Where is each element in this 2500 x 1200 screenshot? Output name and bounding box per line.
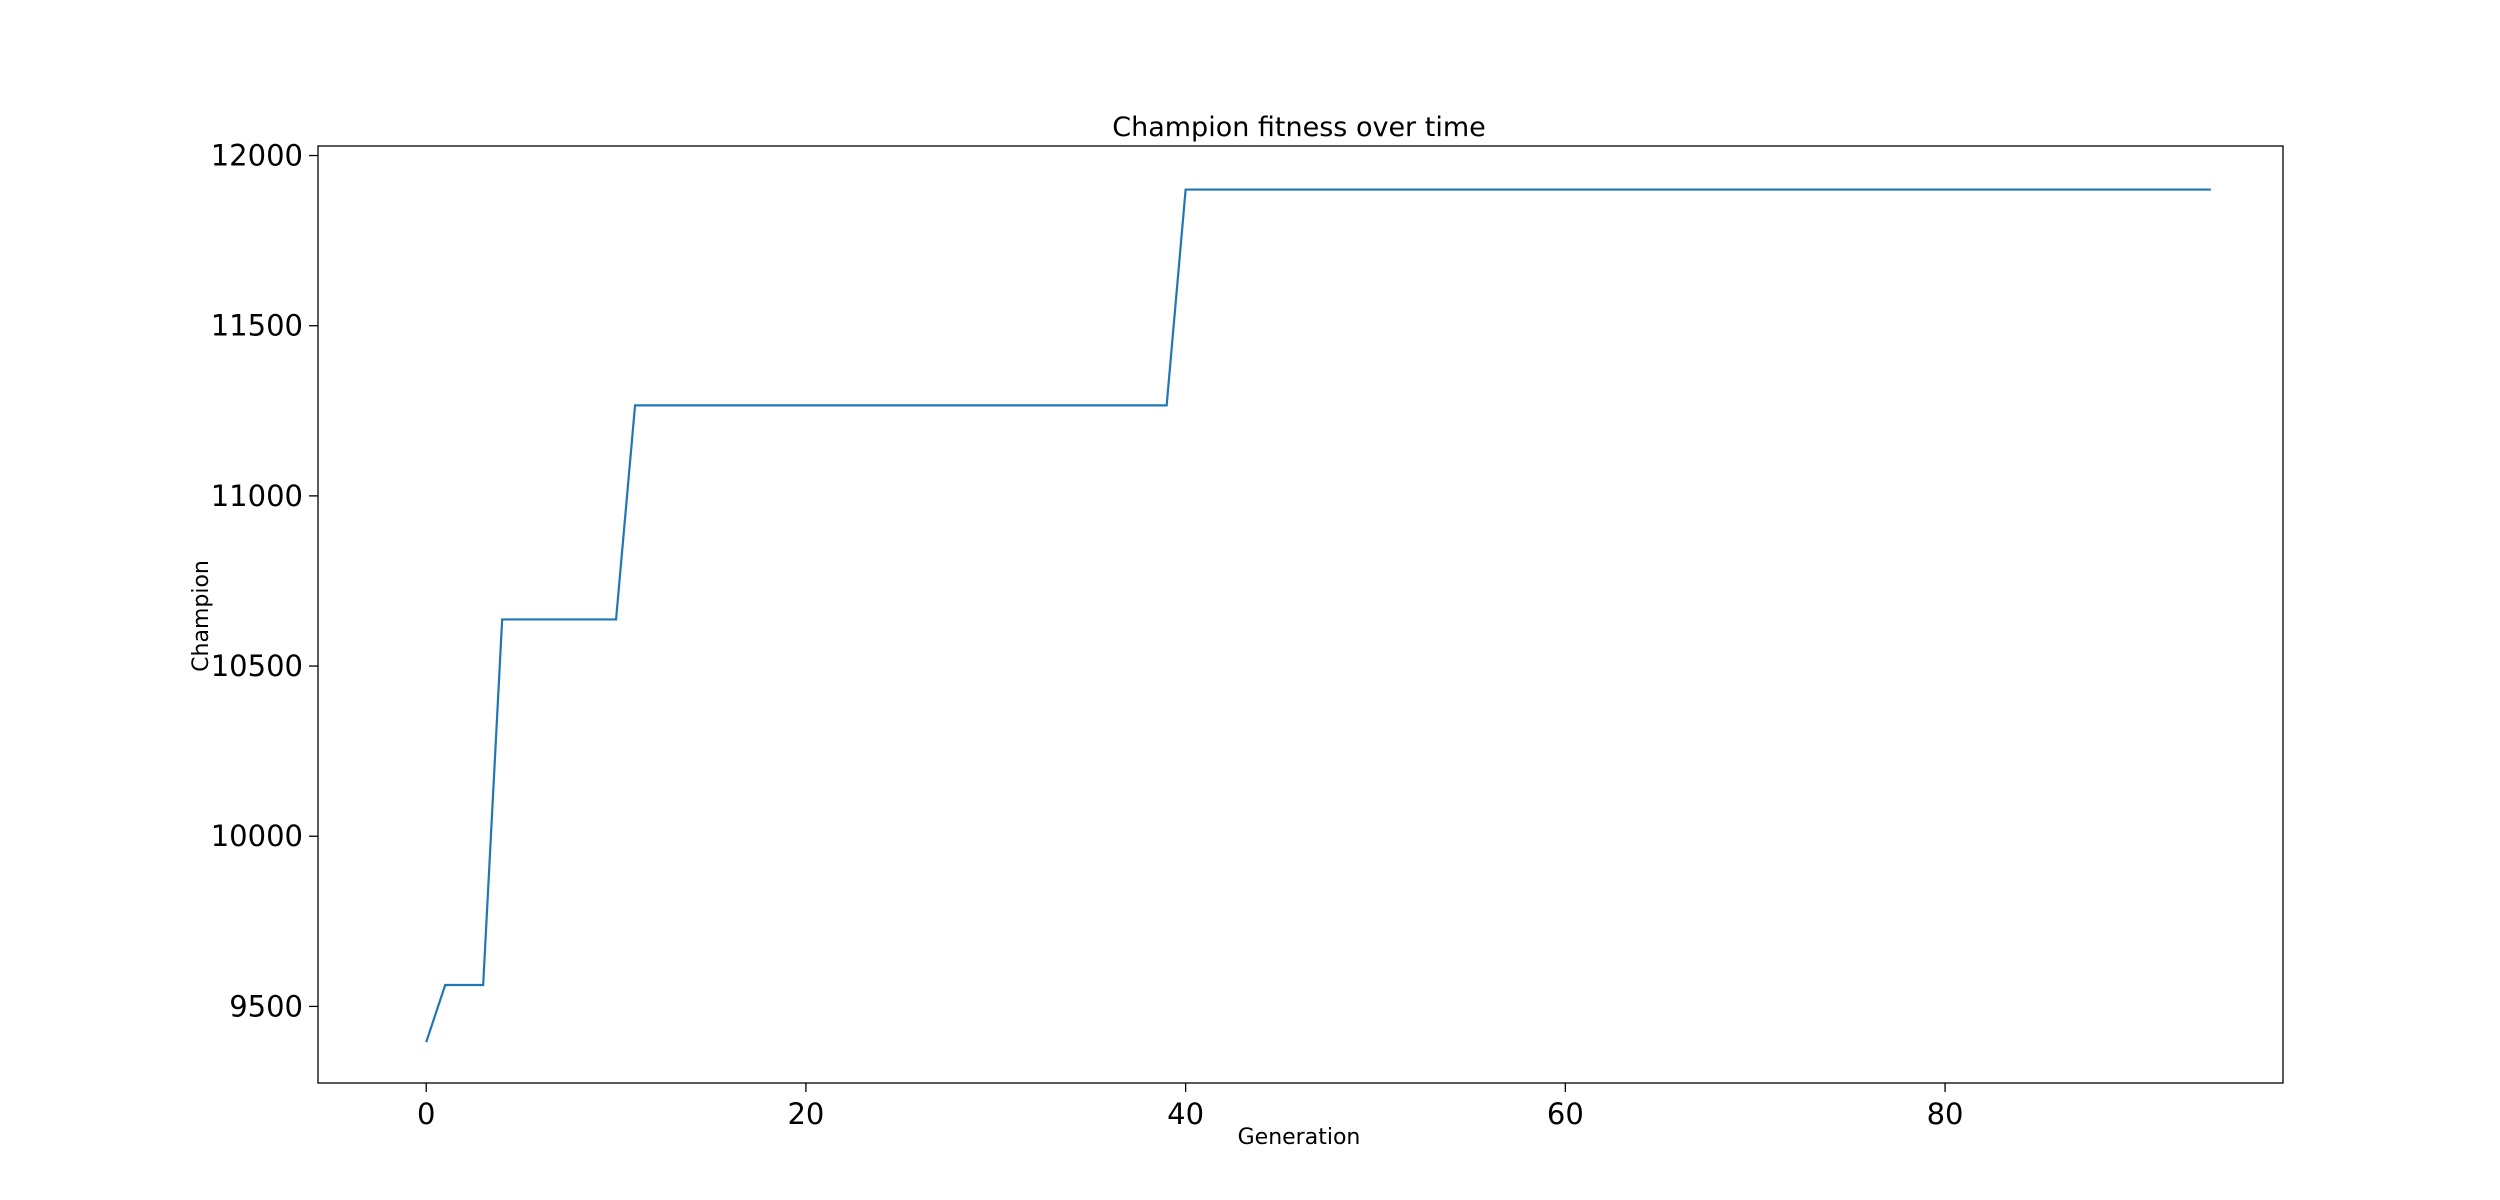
y-axis-label: Champion xyxy=(189,560,214,672)
y-tick-label: 11000 xyxy=(211,479,303,513)
axis-ticks: 0 20 40 60 80 9500 10000 10500 11000 11500 12000 xyxy=(211,139,1964,1131)
y-tick-label: 12000 xyxy=(211,139,303,173)
x-tick-label: 40 xyxy=(1167,1097,1204,1131)
x-tick-label: 60 xyxy=(1547,1097,1584,1131)
x-axis-label: Generation xyxy=(1238,1125,1361,1150)
series-line xyxy=(425,188,2211,1043)
y-tick-label: 10500 xyxy=(211,649,303,683)
plot-frame xyxy=(317,145,2284,1084)
chart-title: Champion fitness over time xyxy=(1112,112,1486,143)
y-tick-label: 9500 xyxy=(229,989,303,1023)
x-tick-label: 0 xyxy=(417,1097,435,1131)
x-tick-label: 80 xyxy=(1927,1097,1964,1131)
x-tick-label: 20 xyxy=(787,1097,824,1131)
y-tick-label: 10000 xyxy=(211,819,303,853)
y-tick-label: 11500 xyxy=(211,309,303,343)
